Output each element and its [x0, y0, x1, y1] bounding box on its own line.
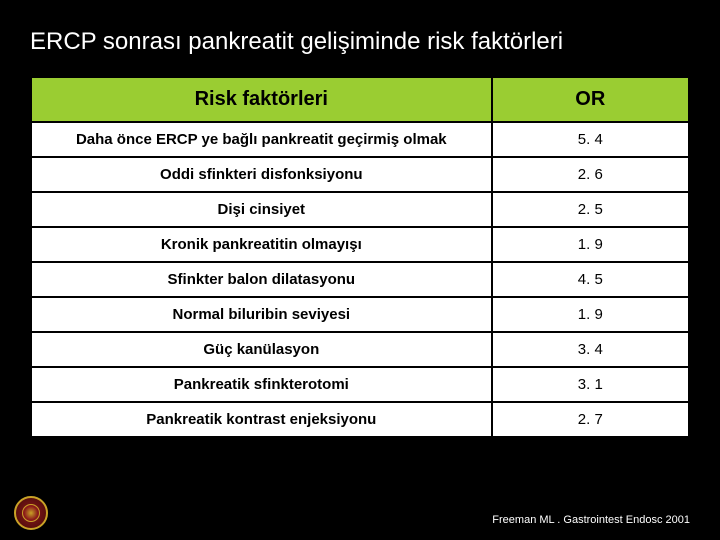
- cell-risk: Daha önce ERCP ye bağlı pankreatit geçir…: [31, 122, 492, 157]
- table-row: Dişi cinsiyet 2. 5: [31, 192, 689, 227]
- table-row: Pankreatik kontrast enjeksiyonu 2. 7: [31, 402, 689, 437]
- cell-or: 2. 7: [492, 402, 689, 437]
- risk-table-container: Risk faktörleri OR Daha önce ERCP ye bağ…: [0, 76, 720, 438]
- cell-risk: Normal biluribin seviyesi: [31, 297, 492, 332]
- table-row: Sfinkter balon dilatasyonu 4. 5: [31, 262, 689, 297]
- cell-or: 1. 9: [492, 227, 689, 262]
- risk-table: Risk faktörleri OR Daha önce ERCP ye bağ…: [30, 76, 690, 438]
- cell-risk: Oddi sfinkteri disfonksiyonu: [31, 157, 492, 192]
- cell-or: 5. 4: [492, 122, 689, 157]
- col-header-risk: Risk faktörleri: [31, 77, 492, 122]
- table-row: Pankreatik sfinkterotomi 3. 1: [31, 367, 689, 402]
- page-title: ERCP sonrası pankreatit gelişiminde risk…: [0, 0, 720, 76]
- table-row: Kronik pankreatitin olmayışı 1. 9: [31, 227, 689, 262]
- cell-or: 2. 5: [492, 192, 689, 227]
- table-row: Oddi sfinkteri disfonksiyonu 2. 6: [31, 157, 689, 192]
- cell-risk: Dişi cinsiyet: [31, 192, 492, 227]
- cell-risk: Güç kanülasyon: [31, 332, 492, 367]
- cell-risk: Pankreatik kontrast enjeksiyonu: [31, 402, 492, 437]
- cell-or: 4. 5: [492, 262, 689, 297]
- seal-inner-icon: [22, 504, 40, 522]
- cell-or: 3. 4: [492, 332, 689, 367]
- cell-risk: Kronik pankreatitin olmayışı: [31, 227, 492, 262]
- table-row: Normal biluribin seviyesi 1. 9: [31, 297, 689, 332]
- cell-or: 2. 6: [492, 157, 689, 192]
- citation-text: Freeman ML . Gastrointest Endosc 2001: [492, 514, 690, 526]
- cell-risk: Sfinkter balon dilatasyonu: [31, 262, 492, 297]
- table-row: Daha önce ERCP ye bağlı pankreatit geçir…: [31, 122, 689, 157]
- cell-or: 1. 9: [492, 297, 689, 332]
- table-row: Güç kanülasyon 3. 4: [31, 332, 689, 367]
- col-header-or: OR: [492, 77, 689, 122]
- cell-or: 3. 1: [492, 367, 689, 402]
- table-header-row: Risk faktörleri OR: [31, 77, 689, 122]
- cell-risk: Pankreatik sfinkterotomi: [31, 367, 492, 402]
- seal-icon: [14, 496, 48, 530]
